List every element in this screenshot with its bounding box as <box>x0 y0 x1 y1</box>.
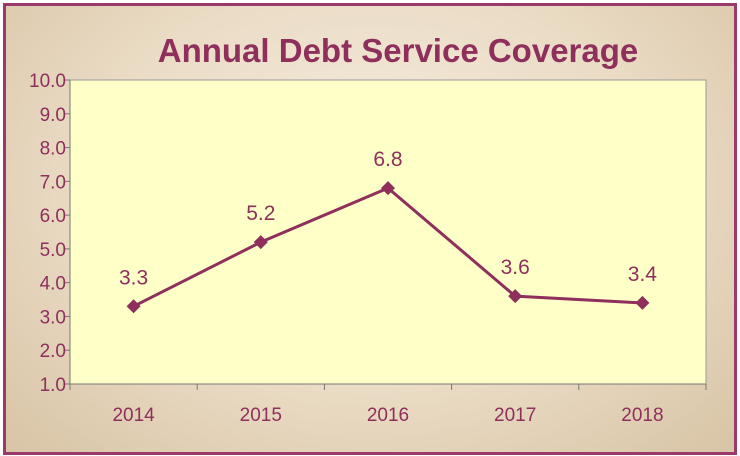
data-label: 3.6 <box>501 256 530 279</box>
x-tick-label: 2016 <box>367 405 409 426</box>
data-point-marker <box>635 295 650 310</box>
x-axis-ticks: 2014 2015 2016 2017 2018 <box>69 384 707 426</box>
data-point-marker <box>508 289 523 304</box>
data-point-marker <box>126 299 141 314</box>
y-axis-ticks: 1.0 2.0 3.0 4.0 5.0 6.0 7.0 8.0 9.0 10.0 <box>29 71 70 396</box>
y-tick-label: 8.0 <box>40 139 66 160</box>
y-tick-label: 10.0 <box>29 71 66 92</box>
x-tick-label: 2015 <box>240 405 282 426</box>
y-tick-label: 3.0 <box>40 307 66 328</box>
series-line-group <box>126 181 650 314</box>
x-tick-label: 2014 <box>112 405 155 426</box>
axes <box>69 80 706 385</box>
data-label: 3.3 <box>119 266 148 289</box>
x-tick-label: 2018 <box>621 405 663 426</box>
y-tick-label: 9.0 <box>40 105 66 126</box>
y-tick-label: 7.0 <box>40 172 66 193</box>
data-labels: 3.3 5.2 6.8 3.6 3.4 <box>119 148 657 289</box>
y-tick-label: 6.0 <box>40 206 66 227</box>
data-label: 6.8 <box>373 148 402 171</box>
data-point-marker <box>253 235 268 250</box>
y-tick-label: 2.0 <box>40 341 66 362</box>
y-tick-label: 1.0 <box>40 375 66 396</box>
x-tick-label: 2017 <box>494 405 536 426</box>
chart-title: Annual Debt Service Coverage <box>158 32 639 69</box>
plot-area <box>69 79 707 385</box>
data-point-marker <box>381 181 395 196</box>
data-label: 3.4 <box>628 263 658 286</box>
y-tick-label: 5.0 <box>40 240 66 261</box>
data-label: 5.2 <box>246 202 275 225</box>
y-tick-label: 4.0 <box>40 274 66 295</box>
